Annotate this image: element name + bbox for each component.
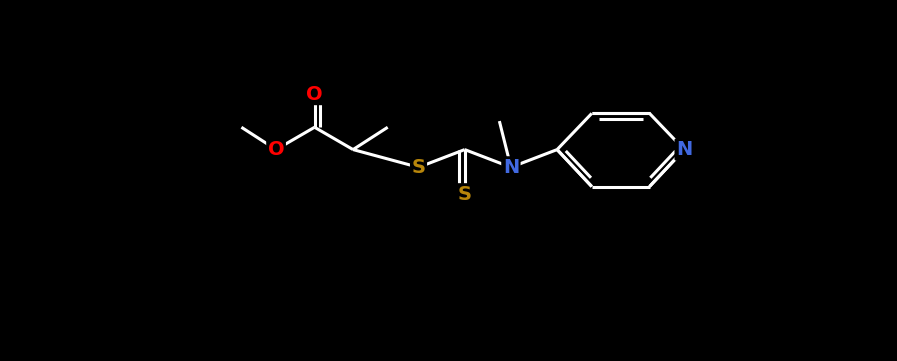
Text: S: S	[457, 185, 472, 204]
Text: S: S	[412, 158, 425, 177]
Text: O: O	[268, 140, 284, 159]
Text: N: N	[503, 158, 519, 177]
Text: N: N	[676, 140, 692, 159]
Text: O: O	[306, 84, 323, 104]
